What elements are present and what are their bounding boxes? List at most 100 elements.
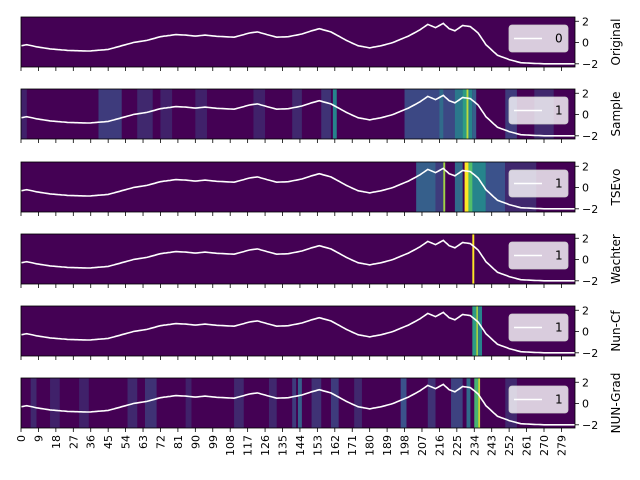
x-tick-label: 99 [207, 435, 220, 449]
heatmap-cell [454, 89, 463, 139]
axes-frame [20, 305, 576, 357]
y-tick-label: 2 [582, 15, 589, 28]
heatmap-cell [292, 89, 302, 139]
heatmap-cell [321, 89, 331, 139]
y-tick-label: −2 [582, 419, 598, 432]
series-line [20, 383, 575, 426]
y-tick-label: 0 [582, 182, 589, 195]
heatmap-cell [472, 234, 475, 284]
heatmap-background [21, 17, 575, 67]
heatmap-cell [451, 378, 463, 428]
x-tick-label: 225 [451, 435, 464, 456]
y-axis-label: Original [609, 19, 623, 66]
y-tick-label: −2 [582, 203, 598, 216]
y-axis-label: NUN-Grad [609, 373, 623, 434]
panel-tsevo: −2 0 2 TSEvo 1 [20, 160, 623, 216]
x-tick-label: 9 [32, 435, 45, 442]
heatmap-cell [400, 378, 407, 428]
x-tick-label: 270 [538, 435, 551, 456]
heatmap-background [21, 306, 575, 356]
x-tick-label: 216 [433, 435, 446, 456]
y-tick-label: 2 [582, 232, 589, 245]
heatmap-cell [472, 89, 477, 139]
heatmap-cell [234, 378, 244, 428]
heatmap-cell [443, 162, 446, 212]
heatmap-cell [195, 89, 207, 139]
x-tick-label: 234 [468, 435, 481, 456]
legend-label: 1 [555, 249, 563, 263]
heatmap-cell [298, 378, 302, 428]
series-line [20, 22, 575, 65]
y-tick-label: −2 [582, 275, 598, 288]
x-tick-label: 279 [555, 435, 568, 456]
panel-original: −2 0 2 Original 0 [20, 15, 623, 71]
legend-label: 0 [555, 32, 563, 46]
panel-wachter: −2 0 2 Wachter 1 [20, 232, 623, 288]
x-tick-label: 45 [102, 435, 115, 449]
series-line [20, 94, 575, 137]
heatmap-cell [30, 378, 37, 428]
y-axis-label: Wachter [609, 234, 623, 284]
y-tick-label: 0 [582, 326, 589, 339]
x-tick-label: 135 [277, 435, 290, 456]
y-tick-label: 2 [582, 304, 589, 317]
x-tick-label: 81 [172, 435, 185, 449]
heatmap-cell [311, 378, 322, 428]
axes-frame [20, 161, 576, 213]
x-tick-label: 252 [503, 435, 516, 456]
heatmap-cell [472, 306, 477, 356]
heatmap-cell [466, 89, 469, 139]
heatmap-cell [253, 89, 266, 139]
heatmap-cell [435, 162, 444, 212]
y-tick-label: 2 [582, 160, 589, 173]
x-tick-label: 153 [311, 435, 324, 456]
x-tick-label: 72 [154, 435, 167, 449]
y-tick-label: 0 [582, 109, 589, 122]
x-tick-label: 117 [242, 435, 255, 456]
x-tick-label: 243 [486, 435, 499, 456]
x-tick-label: 180 [364, 435, 377, 456]
series-line [20, 311, 575, 354]
series-line [20, 239, 575, 282]
y-tick-label: −2 [582, 130, 598, 143]
heatmap-cell [79, 378, 89, 428]
x-tick-label: 108 [224, 435, 237, 456]
heatmap-cell [21, 89, 27, 139]
heatmap-cell [137, 89, 153, 139]
heatmap-cell [468, 162, 473, 212]
x-tick-label: 90 [189, 435, 202, 449]
heatmap-cell [416, 162, 436, 212]
y-axis-label: TSEvo [609, 169, 623, 207]
legend-label: 1 [555, 321, 563, 335]
heatmap-cell [185, 378, 192, 428]
heatmap-cell [292, 378, 297, 428]
legend-label: 1 [555, 104, 563, 118]
heatmap-cell [354, 378, 362, 428]
x-tick-label: 162 [329, 435, 342, 456]
y-axis-label: Sample [609, 92, 623, 137]
heatmap-cell [454, 162, 463, 212]
x-tick-label: 144 [294, 435, 307, 456]
legend-label: 1 [555, 393, 563, 407]
heatmap-cell [144, 378, 157, 428]
heatmap-cell [462, 89, 467, 139]
heatmap-cell [485, 162, 506, 212]
x-tick-label: 189 [381, 435, 394, 456]
heatmap-background [21, 234, 575, 284]
x-tick-label: 207 [416, 435, 429, 456]
y-tick-label: 0 [582, 398, 589, 411]
x-tick-label: 198 [399, 435, 412, 456]
x-tick-label: 36 [85, 435, 98, 449]
y-tick-label: 2 [582, 376, 589, 389]
x-tick-label: 27 [67, 435, 80, 449]
axes-frame [20, 88, 576, 140]
heatmap-cell [427, 378, 436, 428]
heatmap-cell [466, 378, 471, 428]
axes-frame [20, 233, 576, 285]
y-tick-label: −2 [582, 58, 598, 71]
legend-label: 1 [555, 177, 563, 191]
heatmap-cell [476, 306, 479, 356]
heatmap-cell [468, 89, 473, 139]
heatmap-cell [478, 378, 481, 428]
